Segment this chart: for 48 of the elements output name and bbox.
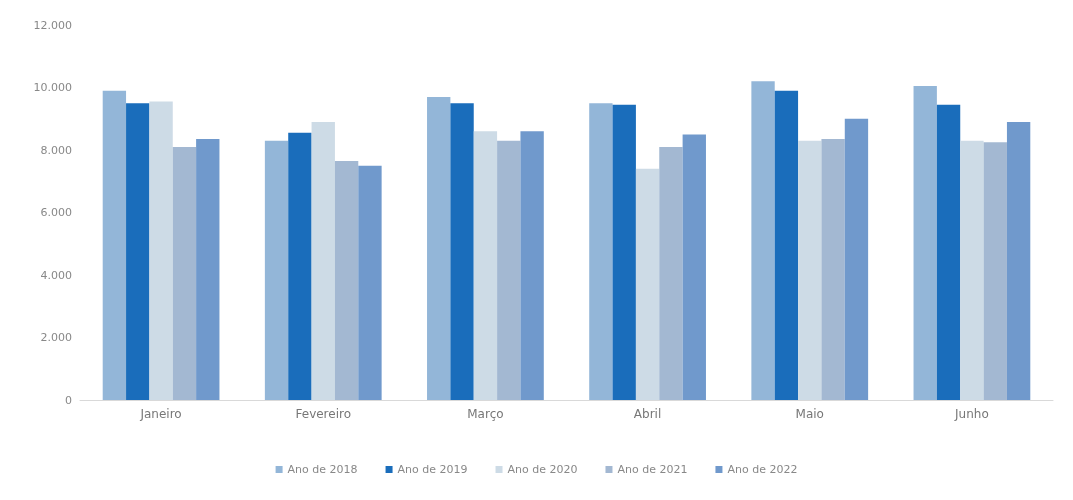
bar [635, 168, 660, 400]
y-tick-label: 4.000 [40, 268, 72, 282]
bar [589, 103, 613, 400]
bar [288, 132, 312, 400]
bar [821, 139, 845, 400]
bar [798, 140, 822, 400]
bar [450, 103, 474, 400]
bar [936, 104, 961, 400]
legend-label: Ano de 2021 [617, 463, 688, 476]
bar [358, 165, 382, 400]
legend-label: Ano de 2022 [727, 463, 798, 476]
y-tick-label: 10.000 [33, 81, 72, 94]
bar [1006, 121, 1031, 400]
y-tick-label: 0 [65, 393, 72, 407]
x-tick-label: Junho [954, 407, 989, 421]
bar [682, 134, 706, 400]
legend-label: Ano de 2018 [287, 463, 358, 476]
bar [983, 142, 1007, 400]
bar [612, 104, 636, 400]
x-tick-label: Abril [633, 407, 662, 421]
y-tick-label: 2.000 [40, 331, 72, 344]
x-tick-label: Janeiro [139, 407, 182, 421]
bar [149, 101, 173, 400]
bar [960, 140, 984, 400]
bar [311, 121, 335, 400]
y-tick-label: 12.000 [33, 18, 72, 32]
y-tick-label: 8.000 [40, 143, 72, 157]
bar [473, 131, 498, 400]
bar [427, 96, 451, 400]
bar [196, 139, 220, 400]
x-tick-label: Maio [795, 407, 824, 421]
bar [126, 103, 150, 400]
bar [264, 140, 289, 400]
bar [102, 90, 127, 400]
bar [659, 146, 683, 400]
bar [334, 160, 359, 400]
x-tick-label: Março [467, 407, 504, 421]
bar [497, 140, 521, 400]
x-tick-label: Fevereiro [295, 407, 352, 421]
bar [844, 118, 869, 400]
y-tick-label: 6.000 [40, 206, 72, 219]
bar [172, 146, 197, 400]
legend-label: Ano de 2019 [397, 463, 468, 476]
bar [751, 81, 775, 400]
bar [913, 85, 937, 400]
bar [774, 90, 799, 400]
bar [520, 131, 544, 400]
legend-label: Ano de 2020 [507, 463, 578, 476]
